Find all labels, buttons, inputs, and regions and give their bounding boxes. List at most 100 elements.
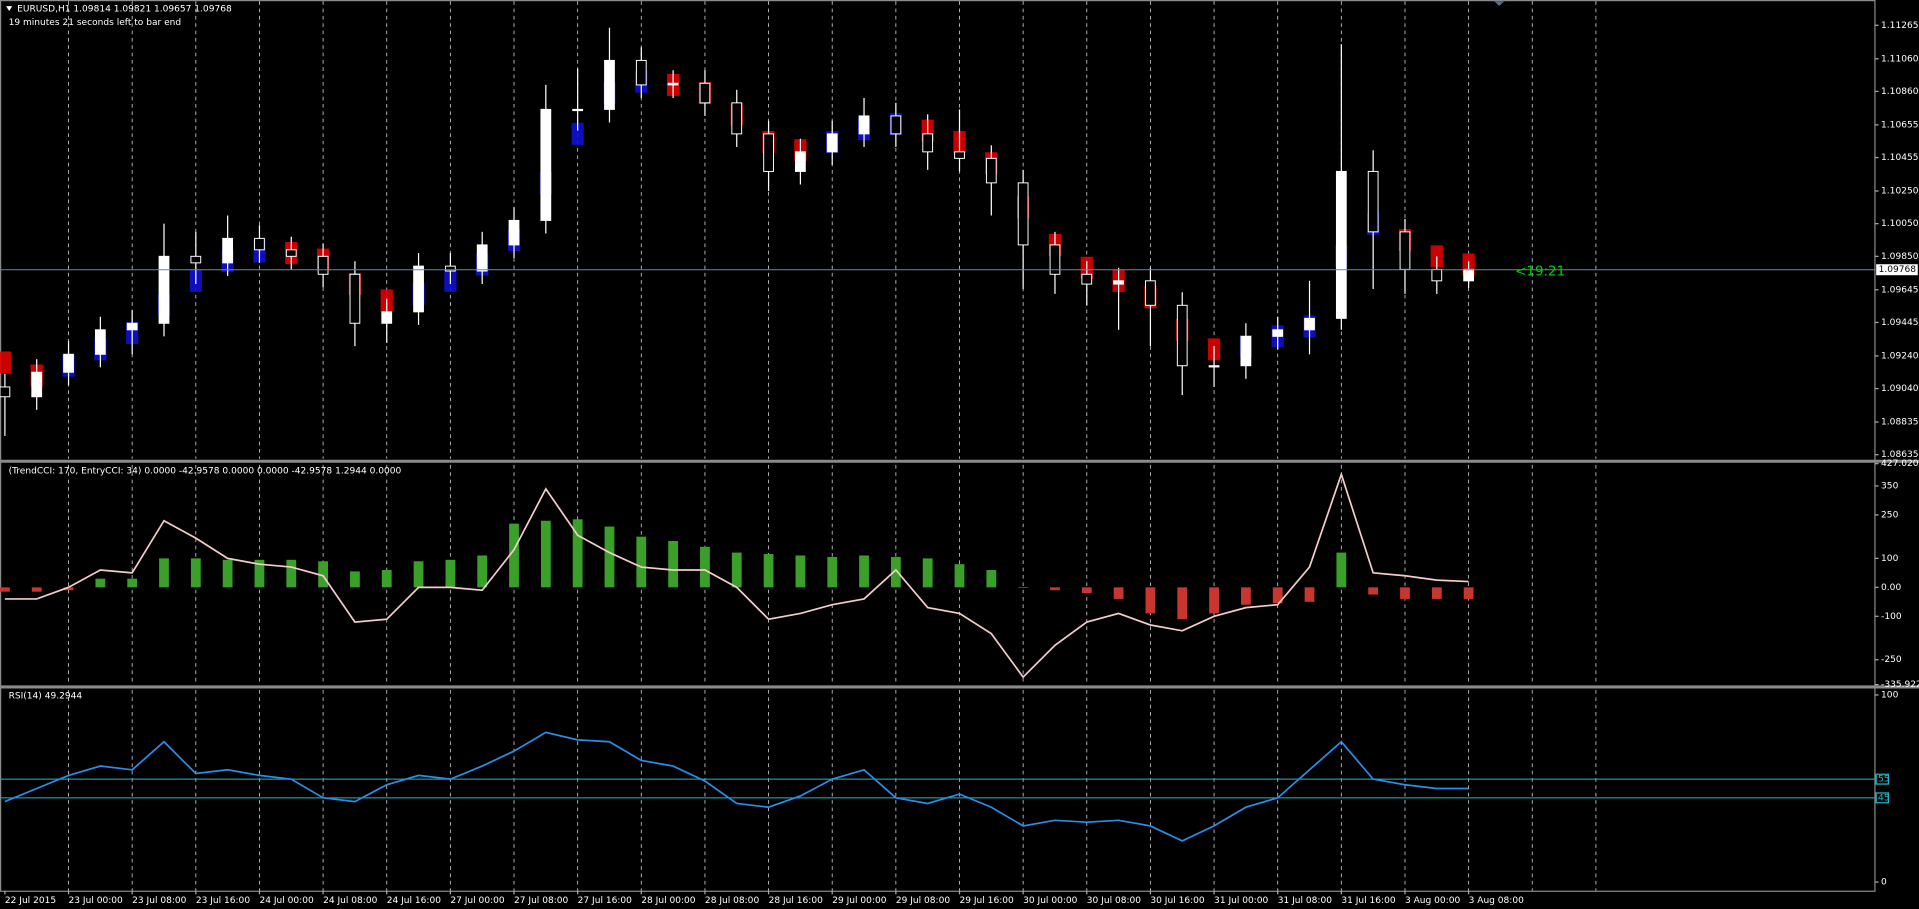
- time-label: 28 Jul 00:00: [641, 896, 696, 906]
- cci-bar: [1368, 587, 1379, 595]
- y-tick-label: 1.08835: [1881, 418, 1918, 428]
- candle-body: [413, 265, 424, 313]
- menu-arrow[interactable]: [6, 6, 13, 12]
- cci-bar: [159, 558, 169, 588]
- cci-bar: [668, 541, 679, 588]
- candle-body: [1272, 329, 1284, 337]
- time-label: 3 Aug 00:00: [1405, 896, 1460, 906]
- candle-body: [126, 322, 138, 331]
- candle-body: [985, 157, 997, 184]
- cci-bar: [381, 569, 392, 588]
- time-label: 23 Jul 00:00: [69, 896, 124, 906]
- candle-body: [1399, 231, 1411, 270]
- time-label: 27 Jul 00:00: [450, 896, 505, 906]
- cci-bar: [859, 555, 869, 588]
- bar-timer: 19 minutes 21 seconds left to bar end: [9, 18, 182, 28]
- candle-body: [1431, 268, 1443, 282]
- cci-bar: [795, 555, 806, 588]
- candle-body: [1367, 170, 1379, 233]
- y-tick-label: 1.09040: [1881, 384, 1919, 394]
- time-label: 30 Jul 16:00: [1150, 896, 1205, 906]
- y-tick-label: 350: [1881, 481, 1899, 491]
- cci-bar: [31, 587, 42, 592]
- cci-bar: [572, 519, 583, 588]
- y-tick-label: 0: [1881, 878, 1887, 888]
- cci-bar: [1272, 587, 1283, 604]
- y-tick-label: 100: [1881, 554, 1899, 564]
- time-label: 29 Jul 08:00: [896, 896, 951, 906]
- time-label: 27 Jul 16:00: [578, 896, 633, 906]
- candle-body: [1081, 273, 1093, 285]
- time-label: 30 Jul 08:00: [1087, 896, 1142, 906]
- price-label: 1.09768: [1879, 265, 1917, 275]
- shift-marker: [1494, 1, 1505, 7]
- y-tick-label: -335.9227: [1881, 680, 1919, 690]
- trend-band: [0, 351, 12, 374]
- cci-bar: [222, 559, 233, 588]
- cci-bar: [1018, 587, 1029, 588]
- candle-body: [222, 237, 234, 264]
- cci-bar: [1336, 552, 1347, 588]
- candle-body: [1176, 304, 1188, 367]
- y-tick-label: 0.00: [1881, 583, 1901, 593]
- y-tick-label: 1.09445: [1881, 318, 1918, 328]
- candle-body: [476, 244, 488, 272]
- candle-body: [795, 151, 806, 172]
- candle-body: [349, 273, 361, 324]
- cci-bar: [509, 523, 519, 588]
- cci-bar: [700, 546, 710, 588]
- cci-bar: [1113, 587, 1124, 599]
- cci-bar: [445, 559, 456, 588]
- y-tick-label: 1.09645: [1881, 285, 1918, 295]
- y-tick-label: 1.10455: [1881, 153, 1918, 163]
- time-label: 30 Jul 00:00: [1023, 896, 1078, 906]
- cci-bar: [286, 559, 297, 588]
- cci-bar: [1431, 587, 1442, 599]
- candle-body: [763, 133, 774, 172]
- time-label: 24 Jul 16:00: [387, 896, 442, 906]
- frame: [0, 0, 1876, 892]
- y-tick-label: 1.11060: [1881, 54, 1919, 64]
- y-tick-label: 1.09850: [1881, 252, 1919, 262]
- candle-body: [667, 82, 679, 86]
- y-tick-label: 250: [1881, 510, 1899, 520]
- candle-body: [604, 59, 615, 110]
- y-tick-label: 1.10860: [1881, 87, 1919, 97]
- candle-body: [285, 249, 297, 257]
- candle-body: [31, 371, 43, 398]
- candle-body: [63, 353, 74, 373]
- candle-body: [254, 237, 265, 251]
- cci-bar: [1304, 587, 1315, 602]
- cci-bar: [604, 526, 615, 588]
- candle-body: [635, 59, 647, 86]
- cci-bar: [1209, 587, 1219, 614]
- candle-body: [190, 255, 202, 264]
- time-label: 31 Jul 16:00: [1341, 896, 1396, 906]
- candle-body: [444, 265, 456, 272]
- cci-bar: [350, 571, 360, 588]
- y-tick-label: 1.09240: [1881, 351, 1919, 361]
- time-label: 28 Jul 08:00: [705, 896, 760, 906]
- time-label: 29 Jul 16:00: [960, 896, 1015, 906]
- candle-body: [1145, 280, 1156, 306]
- countdown: <19:21: [1515, 265, 1565, 280]
- indicator-title: RSI(14) 49.2944: [9, 692, 83, 702]
- cci-bar: [1240, 587, 1251, 605]
- cci-bar: [986, 569, 997, 588]
- candle-body: [158, 255, 170, 324]
- cci-bar: [1081, 587, 1092, 594]
- time-label: 22 Jul 2015: [5, 896, 56, 906]
- level-label: 55: [1878, 775, 1890, 785]
- candle-body: [0, 386, 11, 398]
- cci-line: [4, 471, 1469, 679]
- candle-body: [826, 133, 838, 153]
- time-label: 23 Jul 08:00: [132, 896, 187, 906]
- level-label: 45: [1878, 793, 1890, 803]
- candle-body: [1208, 365, 1220, 368]
- level-label-box: [1875, 773, 1890, 785]
- candle-body: [731, 102, 743, 135]
- candle-body: [1240, 335, 1252, 367]
- cci-bar: [1050, 587, 1060, 591]
